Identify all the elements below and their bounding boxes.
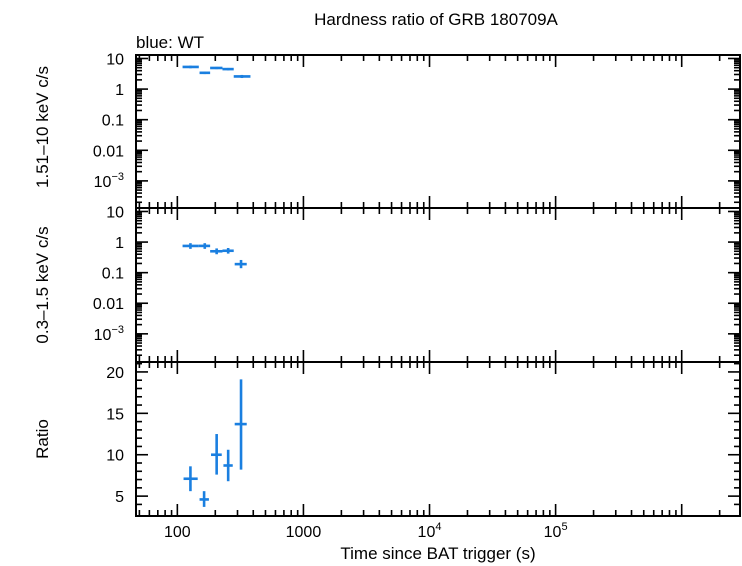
y-tick-label: 1 [115,82,124,99]
x-tick-label: 100 [164,524,191,541]
y-axis-label: 1.51–10 keV c/s [33,66,52,188]
y-tick-label: 0.1 [102,113,124,130]
panel-3: 20 15 10 5 Ratio [33,361,741,517]
panel-1: 10 1 0.1 0.01 10−3 1.51–10 keV c/s [33,51,741,209]
panel-frame [135,207,741,363]
y-tick-label: 0.01 [93,143,124,160]
y-tick-label: 0.01 [93,296,124,313]
y-tick-label: 5 [115,489,124,506]
y-tick-label: 10 [106,51,124,68]
y-tick-label: 10 [106,204,124,221]
legend-label: blue: WT [136,33,204,52]
x-tick-label: 1000 [286,524,322,541]
y-tick-label: 15 [106,406,124,423]
x-tick-label: 104 [418,521,442,541]
y-tick-label: 10−3 [94,324,124,344]
y-tick-label: 20 [106,365,124,382]
x-axis-ticks: 100 1000 104 105 [164,521,568,541]
y-tick-label: 0.1 [102,266,124,283]
y-tick-label: 1 [115,235,124,252]
y-axis-label: Ratio [33,419,52,459]
chart-title: Hardness ratio of GRB 180709A [314,10,558,29]
y-tick-label: 10 [106,448,124,465]
y-axis-label: 0.3–1.5 keV c/s [33,226,52,343]
panel-2: 10 1 0.1 0.01 10−3 0.3–1.5 keV c/s [33,204,741,363]
x-axis-label: Time since BAT trigger (s) [340,544,535,563]
y-tick-label: 10−3 [94,171,124,191]
panel-frame [135,361,741,517]
x-tick-label: 105 [544,521,568,541]
panel-frame [135,54,741,209]
